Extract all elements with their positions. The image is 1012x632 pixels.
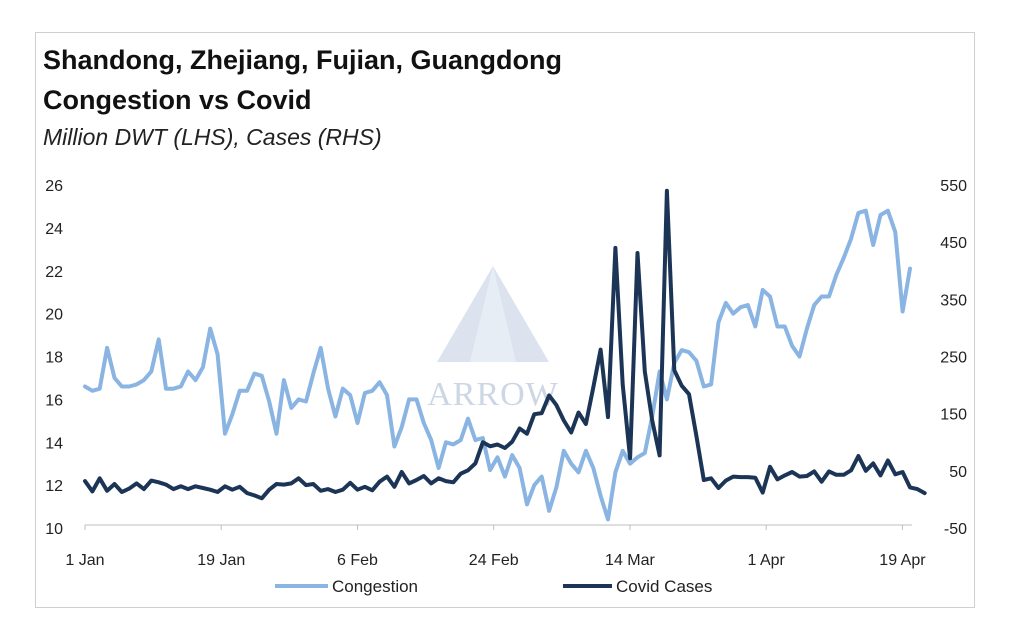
y-left-tick-label: 26 [45, 178, 63, 195]
title-line-1: Shandong, Zhejiang, Fujian, Guangdong [43, 45, 562, 75]
y-left-tick-label: 24 [45, 221, 63, 238]
y-right-tick-label: 450 [940, 235, 967, 252]
chart-title: Shandong, Zhejiang, Fujian, Guangdong Co… [43, 40, 562, 120]
series-layer [83, 188, 927, 522]
title-line-2: Congestion vs Covid [43, 85, 312, 115]
x-tick-label: 19 Jan [197, 552, 245, 569]
y-left-tick-label: 16 [45, 392, 63, 409]
y-left-tick-label: 20 [45, 307, 63, 324]
legend: Congestion Covid Cases [275, 577, 712, 596]
x-tick-label: 6 Feb [337, 552, 378, 569]
series-line-congestion [83, 208, 912, 522]
y-left-tick-label: 22 [45, 264, 63, 281]
axes: 1 Jan 19 Jan 6 Feb 24 Feb 14 Mar 1 Apr 19 Apr 1… [45, 178, 967, 569]
x-tick-label: 1 Apr [748, 552, 786, 569]
chart-subtitle: Million DWT (LHS), Cases (RHS) [43, 124, 382, 150]
y-right-tick-label: 150 [940, 407, 967, 424]
watermark-triangle-inner [470, 266, 516, 362]
legend-label: Covid Cases [616, 577, 712, 596]
watermark-text: ARROW [427, 376, 559, 413]
y-right-tick-label: 350 [940, 292, 967, 309]
y-left-tick-label: 14 [45, 435, 63, 452]
x-tick-label: 14 Mar [605, 552, 655, 569]
x-tick-label: 24 Feb [469, 552, 519, 569]
y-left-tick-label: 18 [45, 350, 63, 367]
x-tick-label: 1 Jan [65, 552, 104, 569]
y-left-tick-label: 10 [45, 521, 63, 538]
y-right-tick-label: 550 [940, 178, 967, 195]
y-right-tick-label: 250 [940, 350, 967, 367]
legend-label: Congestion [332, 577, 418, 596]
y-right-tick-label: -50 [944, 521, 967, 538]
series-line-covid-cases [83, 188, 927, 501]
arrow-watermark-logo: ARROW [427, 266, 559, 413]
y-left-tick-label: 12 [45, 478, 63, 495]
x-tick-label: 19 Apr [879, 552, 926, 569]
y-right-tick-label: 50 [949, 464, 967, 481]
